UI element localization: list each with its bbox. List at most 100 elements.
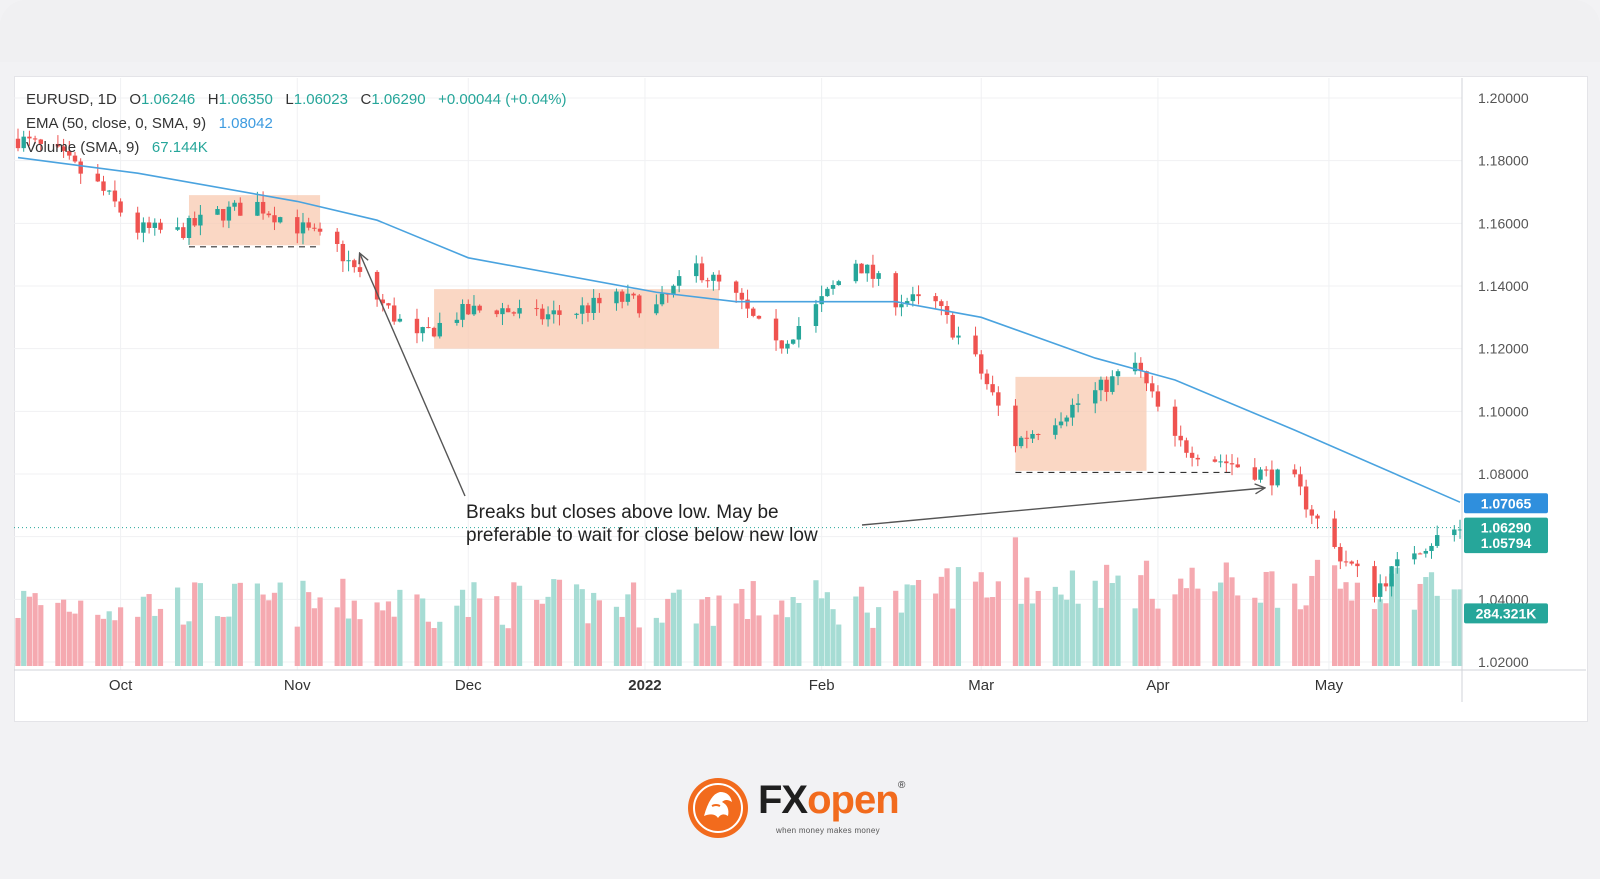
volume-bar <box>836 624 842 666</box>
candle <box>853 259 859 284</box>
volume-bar <box>716 595 722 666</box>
candle <box>1132 352 1138 375</box>
candle <box>511 311 517 317</box>
volume-bar <box>1411 609 1418 666</box>
axes <box>14 78 1586 702</box>
annotation-line-2: preferable to wait for close below new l… <box>466 525 818 546</box>
candle <box>238 197 243 216</box>
candle <box>711 272 716 291</box>
volume-bar <box>1024 577 1030 666</box>
volume-bar <box>630 582 637 666</box>
candle <box>990 375 995 396</box>
candle <box>1098 376 1104 402</box>
volume-bar <box>1035 590 1041 666</box>
candle <box>745 289 750 318</box>
candle <box>1395 551 1400 574</box>
candle <box>118 198 123 217</box>
candle <box>420 326 425 342</box>
y-tick-label: 1.08000 <box>1478 466 1529 482</box>
y-tick-label: 1.14000 <box>1478 278 1529 294</box>
volume-bar <box>32 593 38 666</box>
candle <box>454 312 460 326</box>
candle <box>545 306 551 327</box>
candle <box>431 326 437 338</box>
ema-50-line <box>17 156 1461 503</box>
candle <box>466 299 471 316</box>
volume-bar <box>779 600 785 666</box>
candle <box>534 299 539 316</box>
volume-bar <box>739 588 745 666</box>
candle <box>956 326 961 345</box>
y-tick-label: 1.20000 <box>1478 90 1529 106</box>
candle <box>1115 369 1121 386</box>
candle <box>414 308 420 344</box>
volume-bar <box>26 596 32 666</box>
volume-bar <box>214 616 221 666</box>
candle <box>859 263 864 274</box>
volume-bar <box>1143 560 1150 666</box>
volume-bar <box>1457 589 1463 666</box>
volume-bar <box>556 579 563 666</box>
candle <box>659 286 665 307</box>
candle <box>779 340 784 354</box>
volume-bar <box>585 623 591 666</box>
candle <box>705 277 710 288</box>
volume-bar <box>1109 583 1115 666</box>
volume-bar <box>425 621 431 666</box>
volume-bar <box>613 606 620 666</box>
volume-bar <box>984 597 990 666</box>
candle <box>72 151 78 164</box>
candle <box>751 306 756 318</box>
volume-bar <box>830 609 836 666</box>
volume-bar <box>100 618 107 666</box>
volume-bar <box>636 627 642 666</box>
volume-bar <box>1354 582 1361 666</box>
candle <box>1315 513 1320 529</box>
y-tick-label: 1.10000 <box>1478 403 1529 419</box>
volume-bar <box>112 620 118 666</box>
candle <box>1343 550 1349 567</box>
volume-bar <box>180 624 186 666</box>
ema-price-badge: 1.07065 <box>1464 493 1548 514</box>
volume-bar <box>1337 588 1343 666</box>
volume-bar <box>1252 597 1258 666</box>
candle <box>540 304 545 325</box>
volume-bar <box>471 582 477 666</box>
candle <box>585 302 591 322</box>
candle <box>1275 468 1280 488</box>
volume-bar <box>1377 599 1383 666</box>
candle <box>790 339 796 345</box>
candle <box>1435 525 1440 548</box>
volume-bar <box>15 617 21 666</box>
volume-bar <box>1132 608 1138 666</box>
candle <box>186 215 192 245</box>
candle <box>1018 435 1024 449</box>
candle <box>979 350 984 380</box>
candle <box>300 212 306 245</box>
volume-bar <box>499 624 506 666</box>
candle <box>1303 479 1309 518</box>
candle <box>141 217 146 243</box>
change-value: +0.00044 (+0.04%) <box>438 91 567 108</box>
volume-bar <box>1104 564 1110 666</box>
candle <box>306 217 311 231</box>
volume-bar <box>465 616 471 666</box>
consolidation-zone-3 <box>1015 376 1147 471</box>
candle <box>939 299 944 316</box>
volume-bar <box>670 592 677 666</box>
candle <box>460 299 465 328</box>
volume-bar <box>226 616 232 666</box>
volume-bar <box>397 589 403 666</box>
open-value: 1.06246 <box>141 91 196 108</box>
candle <box>255 191 260 216</box>
candle <box>796 317 802 348</box>
candle <box>671 284 676 298</box>
candle <box>272 206 277 231</box>
volume-bar <box>1451 589 1457 666</box>
high-label: H <box>207 91 219 108</box>
volume-bar <box>117 607 124 666</box>
candle <box>15 128 21 152</box>
candle <box>226 201 232 229</box>
